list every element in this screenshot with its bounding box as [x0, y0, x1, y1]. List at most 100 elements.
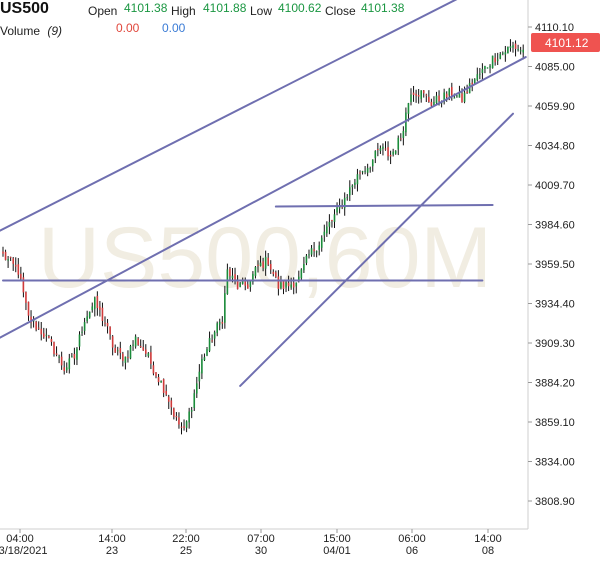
x-tick-date: 06 [406, 545, 418, 557]
close-value: 4101.38 [361, 1, 405, 15]
candle-body [443, 92, 445, 102]
candle-body [328, 221, 331, 227]
low-value: 4100.62 [278, 1, 322, 15]
candle-body [410, 94, 412, 103]
candle-body [476, 74, 479, 80]
candle-body [20, 273, 22, 279]
x-tick-date: 03/18/2021 [0, 545, 48, 557]
drawings-layer[interactable] [0, 0, 527, 387]
x-tick-time: 07:00 [247, 533, 275, 545]
candle-body [206, 349, 208, 356]
candle-body [53, 342, 55, 355]
trend-line[interactable] [0, 0, 526, 232]
candle-body [196, 383, 198, 394]
candle-body [173, 408, 175, 417]
candle-body [394, 150, 397, 154]
candle-body [315, 251, 318, 253]
y-tick-label: 4110.10 [535, 22, 574, 34]
candle-body [400, 138, 402, 140]
candle-body [234, 274, 236, 281]
y-tick-label: 3984.60 [535, 220, 575, 232]
candle-body [374, 151, 377, 159]
candle-body [420, 90, 422, 99]
candle-body [239, 283, 241, 288]
candle-body [269, 263, 272, 270]
candle-body [417, 94, 420, 97]
candle-body [25, 292, 27, 303]
candle-body [244, 281, 247, 286]
candle-body [145, 349, 147, 354]
candle-body [226, 269, 229, 295]
candle-body [318, 245, 320, 250]
candle-body [382, 146, 384, 149]
candle-body [259, 262, 262, 266]
candle-body [55, 353, 58, 355]
candle-body [364, 170, 366, 172]
candle-body [30, 316, 32, 323]
candle-body [338, 206, 341, 209]
trend-line[interactable] [239, 112, 514, 387]
x-axis[interactable]: 04:0003/18/202114:002322:002507:003015:0… [0, 529, 502, 557]
trend-line[interactable] [0, 56, 527, 339]
y-tick-label: 3834.00 [535, 457, 575, 469]
candle-body [91, 306, 94, 311]
x-tick-time: 14:00 [98, 533, 126, 545]
x-tick-date: 04/01 [323, 545, 351, 557]
candle-body [387, 147, 389, 157]
candle-body [499, 53, 502, 59]
candle-body [366, 167, 369, 173]
volume-value-1: 0.00 [116, 21, 140, 35]
candle-body [9, 256, 12, 258]
candle-body [247, 284, 249, 289]
candle-body [407, 103, 410, 114]
candle-body [287, 282, 290, 287]
candle-body [504, 52, 507, 55]
candle-body [349, 187, 351, 196]
candle-body [50, 339, 53, 343]
y-axis[interactable]: 4110.10 4085.00 4059.90 4034.80 4009.70 3984.… [528, 22, 575, 508]
candle-body [405, 112, 407, 133]
candle-body [175, 415, 178, 418]
candle-body [116, 350, 119, 352]
x-tick-time: 22:00 [172, 533, 200, 545]
candle-body [356, 174, 359, 185]
x-tick-time: 04:00 [6, 533, 34, 545]
candle-body [484, 66, 486, 69]
candle-body [99, 306, 101, 310]
candle-body [397, 137, 400, 150]
candle-body [453, 97, 456, 99]
candle-body [167, 396, 170, 402]
candle-body [58, 356, 60, 358]
candle-body [428, 96, 430, 102]
x-tick-date: 30 [255, 545, 267, 557]
candle-body [211, 340, 213, 342]
candle-body [496, 59, 499, 62]
candle-body [68, 358, 71, 370]
candle-body [221, 321, 224, 324]
candle-body [369, 168, 371, 170]
x-tick-time: 14:00 [474, 533, 502, 545]
candle-body [63, 367, 65, 372]
open-label: Open [88, 4, 117, 18]
high-value: 4101.88 [203, 1, 247, 15]
candle-body [489, 65, 491, 68]
candle-body [114, 348, 116, 353]
candle-body [190, 410, 193, 412]
y-tick-label: 3859.10 [535, 417, 575, 429]
candle-body [203, 357, 206, 360]
candle-body [267, 257, 269, 265]
candle-body [180, 426, 183, 428]
y-tick-label: 4085.00 [535, 62, 575, 74]
candle-body [481, 69, 484, 73]
candle-body [201, 358, 203, 374]
candle-body [65, 367, 68, 371]
candle-body [491, 55, 494, 69]
candle-body [185, 421, 188, 428]
candle-body [40, 328, 43, 335]
candle-body [331, 219, 333, 221]
candle-body [433, 101, 435, 107]
candle-body [300, 269, 303, 279]
horizontal-line[interactable] [274, 203, 494, 208]
